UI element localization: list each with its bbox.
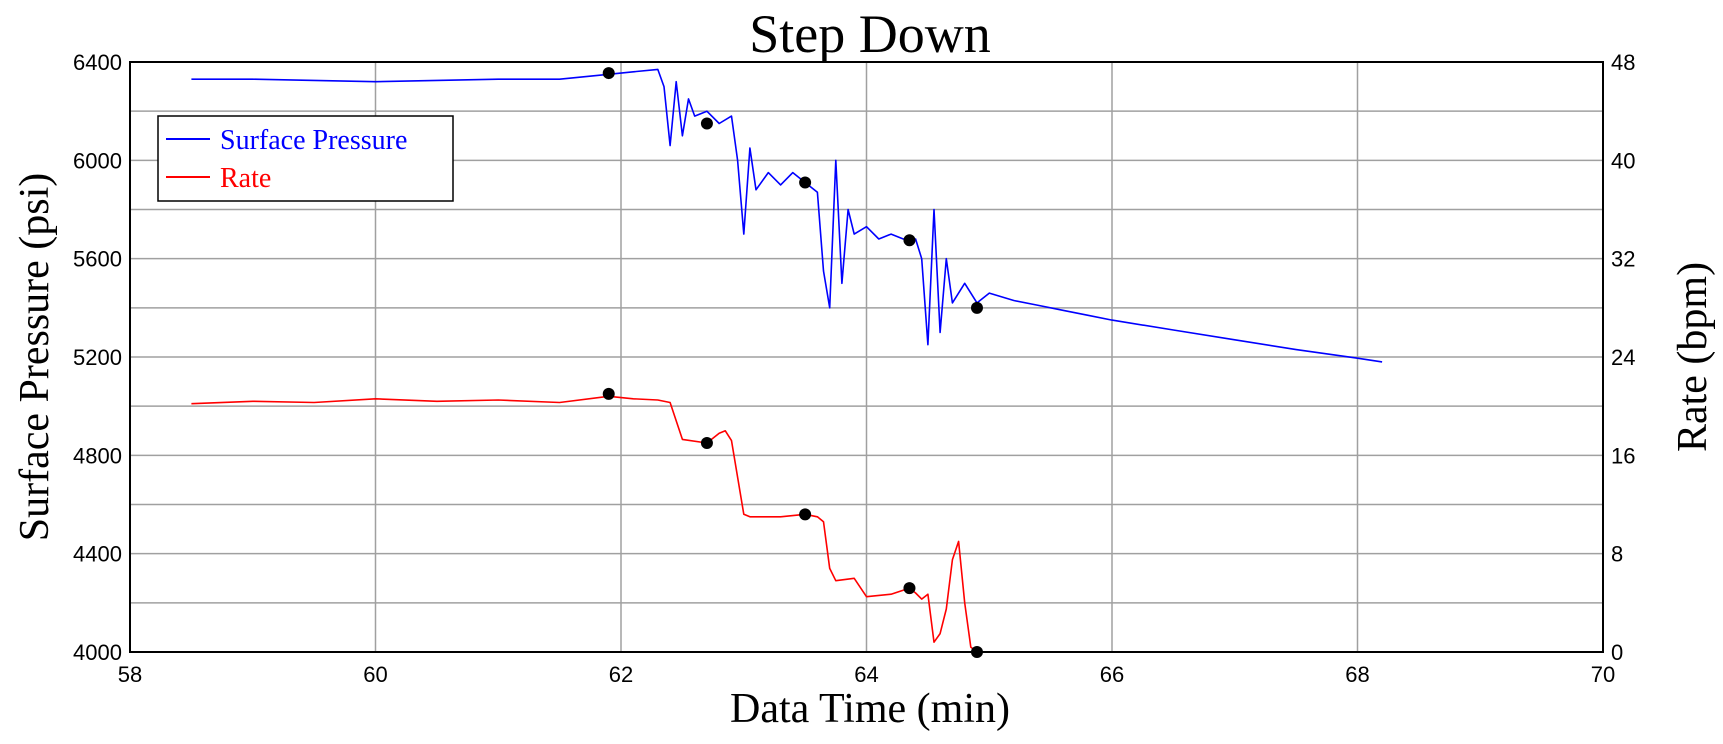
- chart-title: Step Down: [749, 4, 991, 64]
- marker-point-rate: [602, 387, 615, 400]
- y2-axis-label: Rate (bpm): [1670, 262, 1716, 452]
- x-tick-label: 62: [609, 662, 633, 687]
- marker-point-pressure: [903, 234, 916, 247]
- y2-axis-ticks: 0 8 16 24 32 40 48: [1611, 50, 1635, 665]
- y2-tick-label: 40: [1611, 148, 1635, 173]
- y-tick-label: 4800: [73, 443, 122, 468]
- legend-label-rate: Rate: [220, 163, 271, 194]
- marker-point-pressure: [700, 117, 713, 130]
- y2-tick-label: 48: [1611, 50, 1635, 75]
- y-tick-label: 6400: [73, 50, 122, 75]
- y-tick-label: 4400: [73, 542, 122, 567]
- y-tick-label: 4000: [73, 640, 122, 665]
- x-axis-label: Data Time (min): [730, 686, 1010, 732]
- legend-box: [157, 115, 454, 202]
- plot-frame: [129, 61, 1604, 653]
- y2-tick-label: 8: [1611, 542, 1623, 567]
- y2-tick-label: 0: [1611, 640, 1623, 665]
- x-tick-label: 60: [363, 662, 387, 687]
- y-tick-label: 5600: [73, 247, 122, 272]
- marker-point-pressure: [602, 67, 615, 80]
- series-line-surface-pressure: [191, 68, 1383, 363]
- x-tick-label: 64: [854, 662, 878, 687]
- y2-tick-label: 16: [1611, 443, 1635, 468]
- marker-point-pressure: [799, 176, 812, 189]
- marker-point-rate: [799, 508, 812, 521]
- y-tick-label: 5200: [73, 345, 122, 370]
- marker-point-pressure: [970, 301, 983, 314]
- marker-point-rate: [700, 437, 713, 450]
- y2-tick-label: 24: [1611, 345, 1635, 370]
- x-axis-ticks: 58 60 62 64 66 68 70: [118, 662, 1615, 687]
- y-tick-label: 6000: [73, 148, 122, 173]
- y-axis-label: Surface Pressure (psi): [12, 173, 58, 542]
- marker-point-rate: [903, 582, 916, 595]
- x-tick-label: 66: [1100, 662, 1124, 687]
- x-tick-label: 58: [118, 662, 142, 687]
- marker-layer: [602, 67, 983, 658]
- legend: Surface Pressure Rate: [157, 115, 454, 202]
- legend-label-surface-pressure: Surface Pressure: [220, 125, 407, 156]
- x-tick-label: 68: [1345, 662, 1369, 687]
- y2-tick-label: 32: [1611, 247, 1635, 272]
- y-axis-ticks: 4000 4400 4800 5200 5600 6000 6400: [73, 50, 122, 665]
- x-tick-label: 70: [1591, 662, 1615, 687]
